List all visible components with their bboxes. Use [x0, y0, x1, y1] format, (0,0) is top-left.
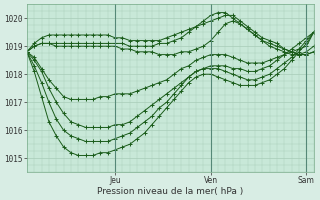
X-axis label: Pression niveau de la mer( hPa ): Pression niveau de la mer( hPa )	[97, 187, 244, 196]
